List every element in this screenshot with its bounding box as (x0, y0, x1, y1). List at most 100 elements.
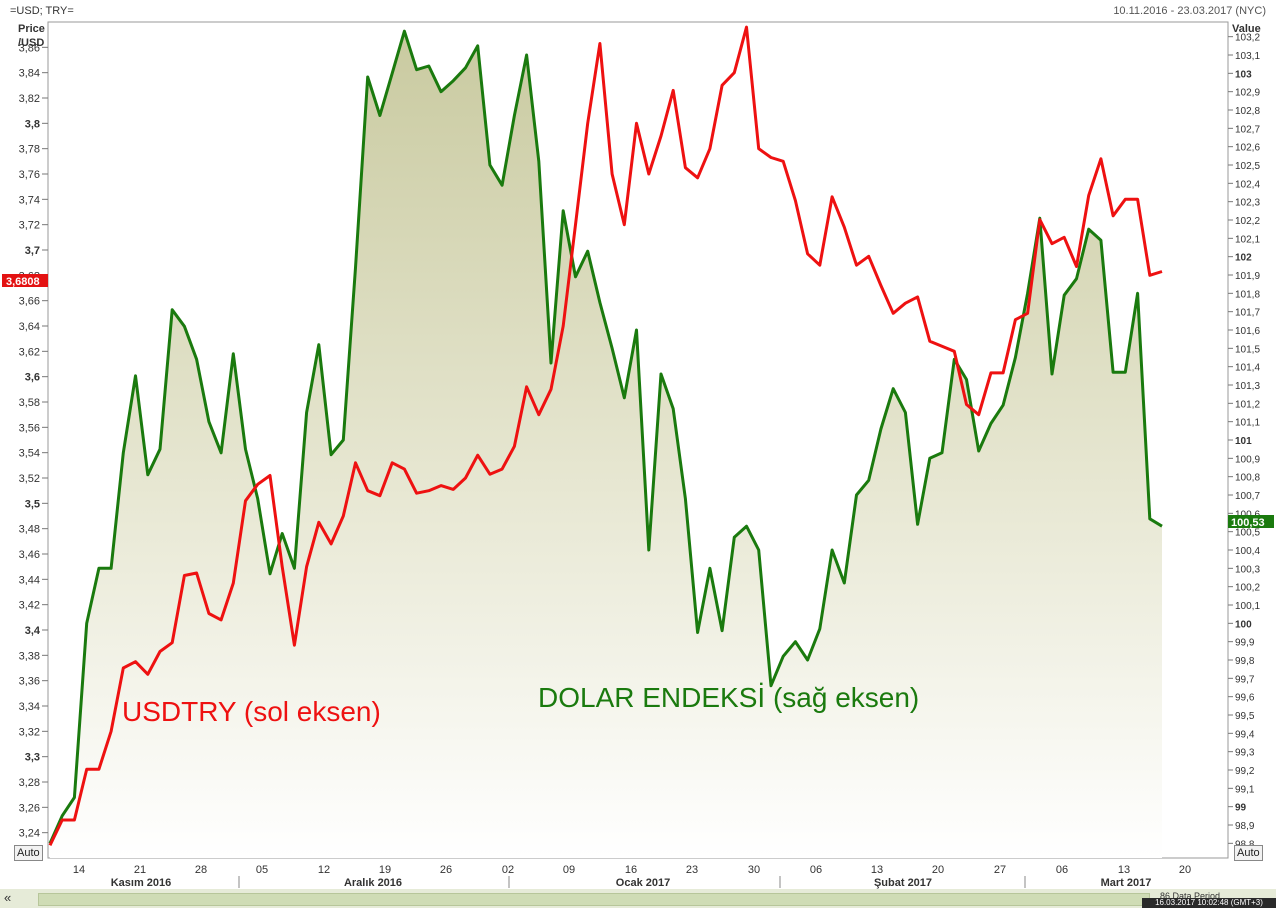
right-axis-tick-label: 100,8 (1235, 473, 1260, 484)
x-axis-month-label: Kasım 2016 (111, 877, 172, 889)
x-axis-day-label: 06 (810, 864, 822, 876)
chart-canvas[interactable]: 3,24 3,26 3,28 3,3 3,32 3,34 3,36 3,38 3,4 3,42 3,… (0, 0, 1276, 889)
right-axis-tick-label: 99 (1235, 803, 1247, 814)
x-axis-month-label: Ocak 2017 (616, 877, 670, 889)
right-axis-tick-label: 101,7 (1235, 308, 1260, 319)
right-axis-title: Value (1232, 23, 1261, 35)
right-axis-tick-label: 100,4 (1235, 546, 1260, 557)
left-axis-tick-label: 3,8 (25, 118, 40, 130)
x-axis-day-label: 02 (502, 864, 514, 876)
right-axis-tick-label: 102,2 (1235, 216, 1260, 227)
right-axis-tick-label: 101,1 (1235, 418, 1260, 429)
left-axis-tick-label: 3,3 (25, 752, 40, 764)
dxy-area-fill (50, 31, 1162, 858)
left-axis-tick-label: 3,36 (19, 676, 40, 688)
scroll-thumb[interactable] (38, 893, 1150, 906)
left-axis-tick-label: 3,48 (19, 524, 40, 536)
double-chevron-left-icon[interactable]: « (4, 890, 12, 905)
right-price-badge: 100,53 (1228, 515, 1274, 529)
left-axis-tick-label: 3,34 (19, 701, 40, 713)
right-axis-tick-label: 99,5 (1235, 711, 1255, 722)
x-axis-day-label: 05 (256, 864, 268, 876)
right-axis-tick-label: 99,8 (1235, 656, 1255, 667)
x-axis-day-label: 12 (318, 864, 330, 876)
x-axis-month-label: Mart 2017 (1101, 877, 1152, 889)
left-axis-tick-label: 3,38 (19, 650, 40, 662)
x-axis-day-label: 06 (1056, 864, 1068, 876)
chart-header: =USD; TRY= 10.11.2016 - 23.03.2017 (NYC) (0, 0, 1276, 22)
left-axis-tick-label: 3,58 (19, 397, 40, 409)
dxy-line (48, 29, 1163, 844)
right-axis-tick-label: 100,7 (1235, 491, 1260, 502)
left-axis-tick-label: 3,54 (19, 448, 40, 460)
left-axis-tick-label: 3,64 (19, 321, 40, 333)
right-axis-tick-label: 99,6 (1235, 693, 1255, 704)
right-axis-tick-label: 101,9 (1235, 271, 1260, 282)
left-axis-tick-label: 3,72 (19, 220, 40, 232)
right-axis-tick-label: 100,5 (1235, 528, 1260, 539)
scroll-bar[interactable]: « 86 Data Period (0, 889, 1276, 908)
right-axis-tick-label: 103 (1235, 69, 1252, 80)
right-axis-tick-label: 102 (1235, 253, 1252, 264)
right-axis-tick-label: 100,6 (1235, 509, 1260, 520)
right-axis-tick-label: 102,5 (1235, 161, 1260, 172)
x-axis-day-label: 21 (134, 864, 146, 876)
usdtry-line (48, 25, 1163, 846)
date-range: 10.11.2016 - 23.03.2017 (NYC) (1113, 5, 1266, 17)
left-price-badge: 3,6808 (2, 274, 48, 288)
x-axis-day-label: 20 (1179, 864, 1191, 876)
right-axis-tick-label: 101,4 (1235, 363, 1260, 374)
right-axis-tick-label: 102,1 (1235, 234, 1260, 245)
right-axis-tick-label: 101,8 (1235, 289, 1260, 300)
timestamp: 16.03.2017 10:02:48 (GMT+3) (1142, 898, 1276, 908)
x-axis-day-label: 16 (625, 864, 637, 876)
right-axis-tick-label: 103,1 (1235, 51, 1260, 62)
left-axis-tick-label: 3,24 (19, 828, 40, 840)
x-axis-day-label: 20 (932, 864, 944, 876)
right-axis-tick-label: 99,4 (1235, 729, 1255, 740)
right-axis-tick-label: 101,5 (1235, 344, 1260, 355)
x-axis-day-label: 13 (1118, 864, 1130, 876)
right-axis-tick-label: 100,1 (1235, 601, 1260, 612)
x-axis-day-label: 30 (748, 864, 760, 876)
right-axis-tick-label: 99,2 (1235, 766, 1255, 777)
right-axis-tick-label: 101 (1235, 436, 1252, 447)
x-axis-day-label: 28 (195, 864, 207, 876)
left-axis-tick-label: 3,56 (19, 422, 40, 434)
right-axis-tick-label: 101,6 (1235, 326, 1260, 337)
right-axis-tick-label: 100 (1235, 619, 1252, 630)
dxy-annotation: DOLAR ENDEKSİ (sağ eksen) (538, 682, 920, 713)
right-axis-tick-label: 101,2 (1235, 399, 1260, 410)
right-axis-tick-label: 102,4 (1235, 179, 1260, 190)
right-axis-tick-label: 99,7 (1235, 674, 1255, 685)
left-axis: 3,24 3,26 3,28 3,3 3,32 3,34 3,36 3,38 3,4 3,42 3,… (19, 42, 48, 840)
left-axis-tick-label: 3,26 (19, 802, 40, 814)
data-period-label: 86 Data Period (1160, 891, 1221, 901)
right-axis-tick-label: 100,9 (1235, 454, 1260, 465)
left-axis-tick-label: 3,74 (19, 194, 40, 206)
left-axis-tick-label: 3,4 (25, 625, 41, 637)
left-axis-tick-label: 3,62 (19, 346, 40, 358)
right-axis-tick-label: 99,1 (1235, 784, 1255, 795)
right-axis-tick-label: 99,3 (1235, 748, 1255, 759)
right-price-badge-text: 100,53 (1231, 517, 1265, 529)
left-axis-tick-label: 3,44 (19, 574, 40, 586)
instrument-symbol: =USD; TRY= (10, 5, 74, 17)
left-axis-tick-label: 3,82 (19, 93, 40, 105)
right-axis-tick-label: 99,9 (1235, 638, 1255, 649)
left-axis-tick-label: 3,76 (19, 169, 40, 181)
right-axis-tick-label: 98,8 (1235, 839, 1255, 850)
right-axis-tick-label: 102,3 (1235, 198, 1260, 209)
left-axis-title-line2: /USD (18, 37, 44, 49)
right-axis-tick-label: 102,9 (1235, 88, 1260, 99)
x-axis-day-label: 27 (994, 864, 1006, 876)
right-axis-tick-label: 98,9 (1235, 821, 1255, 832)
left-price-badge-text: 3,6808 (6, 276, 40, 288)
right-axis-tick-label: 100,3 (1235, 564, 1260, 575)
left-axis-tick-label: 3,6 (25, 372, 40, 384)
right-auto-scale-button[interactable]: Auto (1234, 845, 1263, 861)
left-auto-scale-button[interactable]: Auto (14, 845, 43, 861)
right-axis-tick-label: 102,6 (1235, 143, 1260, 154)
x-axis-day-label: 19 (379, 864, 391, 876)
left-axis-tick-label: 3,42 (19, 600, 40, 612)
